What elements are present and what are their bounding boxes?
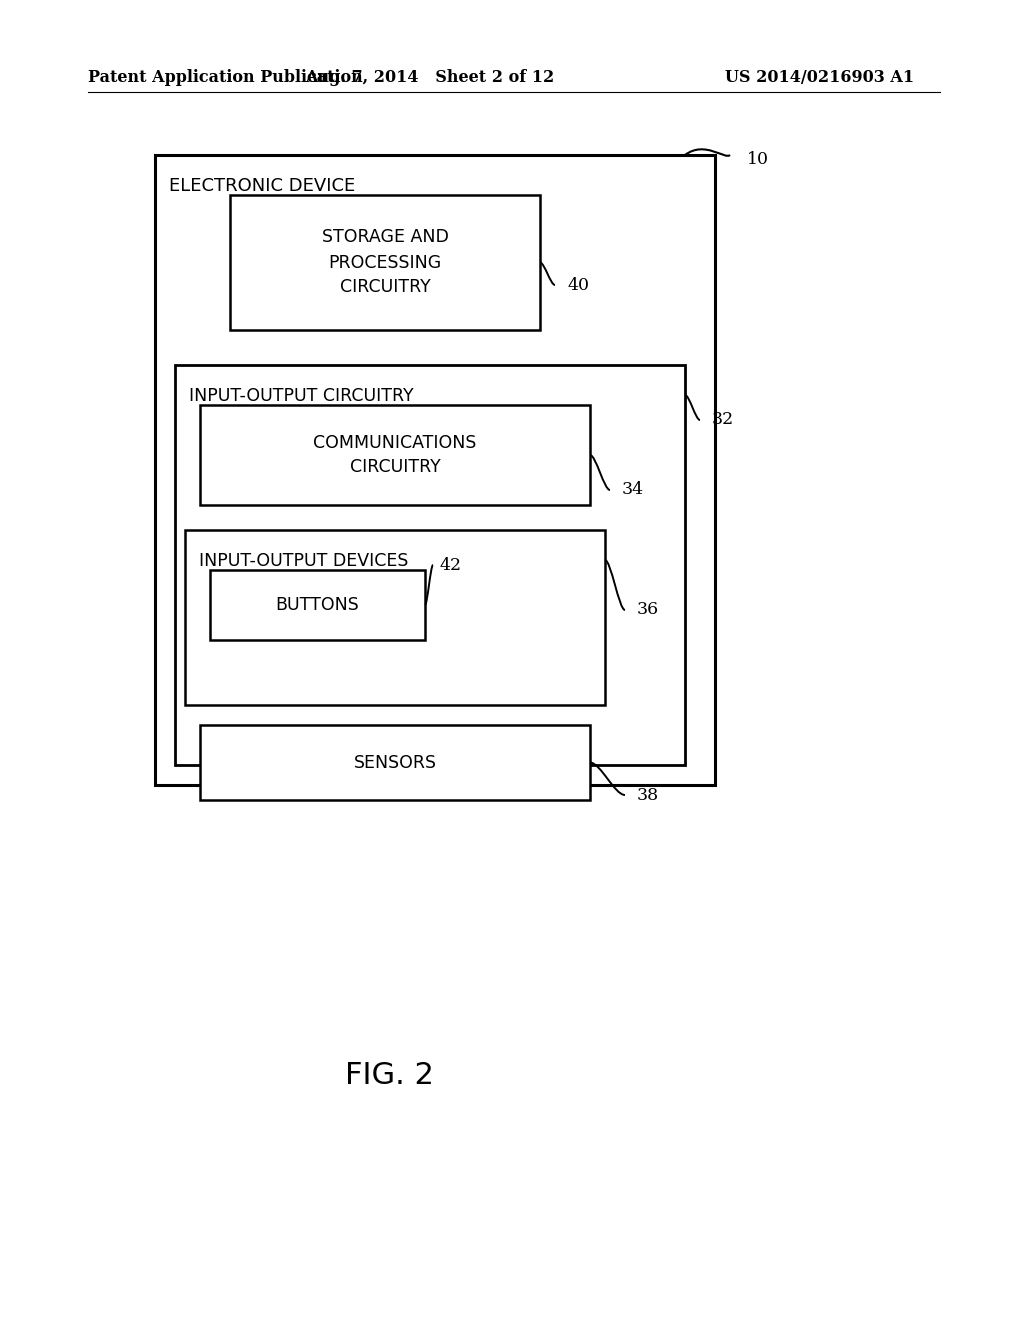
Text: Aug. 7, 2014   Sheet 2 of 12: Aug. 7, 2014 Sheet 2 of 12: [305, 70, 555, 87]
Bar: [210, 570, 425, 640]
Text: INPUT-OUTPUT CIRCUITRY: INPUT-OUTPUT CIRCUITRY: [189, 387, 414, 405]
Text: 36: 36: [637, 602, 659, 619]
Text: STORAGE AND
PROCESSING
CIRCUITRY: STORAGE AND PROCESSING CIRCUITRY: [322, 228, 449, 297]
Text: 42: 42: [440, 557, 462, 573]
Text: US 2014/0216903 A1: US 2014/0216903 A1: [725, 70, 914, 87]
Text: FIG. 2: FIG. 2: [345, 1060, 433, 1089]
Text: BUTTONS: BUTTONS: [275, 597, 359, 614]
Text: Patent Application Publication: Patent Application Publication: [88, 70, 362, 87]
Text: 40: 40: [567, 276, 589, 293]
Bar: [155, 154, 715, 785]
Text: 34: 34: [622, 482, 644, 499]
Bar: [200, 405, 590, 506]
Bar: [200, 725, 590, 800]
Text: ELECTRONIC DEVICE: ELECTRONIC DEVICE: [169, 177, 355, 195]
Text: INPUT-OUTPUT DEVICES: INPUT-OUTPUT DEVICES: [199, 552, 409, 570]
Bar: [230, 195, 540, 330]
Text: 38: 38: [637, 787, 659, 804]
Bar: [185, 531, 605, 705]
Text: SENSORS: SENSORS: [353, 754, 436, 771]
Text: 32: 32: [712, 412, 734, 429]
Text: COMMUNICATIONS
CIRCUITRY: COMMUNICATIONS CIRCUITRY: [313, 433, 477, 477]
Text: 10: 10: [746, 152, 769, 169]
Bar: [175, 366, 685, 766]
